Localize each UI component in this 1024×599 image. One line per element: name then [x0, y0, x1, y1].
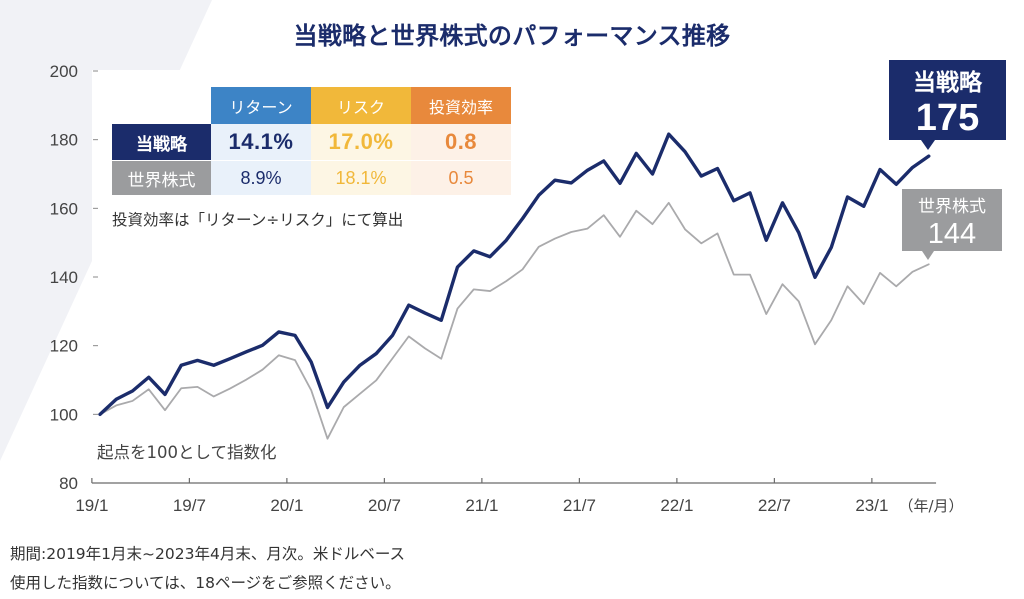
table-row-label-strategy: 当戦略	[112, 124, 211, 160]
y-tick-label: 180	[50, 131, 78, 150]
series-line-world-equity	[99, 201, 930, 440]
table-note: 投資効率は「リターン÷リスク」にて算出	[112, 211, 404, 229]
table-header-return: リターン	[211, 87, 311, 124]
table-cell-strategy-return: 14.1%	[211, 124, 311, 160]
callout-pointer-icon	[921, 140, 935, 150]
footnote-period: 期間:2019年1月末~2023年4月末、月次。米ドルベース	[10, 545, 406, 563]
callout-world-label: 世界株式	[918, 197, 986, 217]
footnote-index-reference: 使用した指数については、18ページをご参照ください。	[10, 574, 401, 592]
table-header-risk: リスク	[311, 87, 411, 124]
callout-strategy-value: 175	[915, 97, 980, 139]
table-corner-blank	[112, 87, 211, 124]
x-tick-label: 20/7	[368, 496, 401, 515]
callout-world-value: 144	[927, 218, 977, 250]
index-base-note: 起点を100として指数化	[97, 443, 277, 462]
table-row-label-world: 世界株式	[112, 160, 211, 195]
callout-strategy: 当戦略 175	[889, 60, 1006, 150]
x-tick-label: 22/1	[660, 496, 693, 515]
callout-strategy-label: 当戦略	[913, 70, 982, 96]
x-axis-unit-label: （年/月）	[898, 497, 963, 515]
y-tick-label: 200	[50, 62, 78, 81]
x-tick-label: 19/7	[173, 496, 206, 515]
callout-world: 世界株式 144	[902, 189, 1002, 260]
table-cell-world-risk: 18.1%	[311, 160, 411, 195]
metrics-table: リターン リスク 投資効率 当戦略 14.1% 17.0% 0.8 世界株式 8…	[112, 87, 511, 195]
x-tick-label: 22/7	[758, 496, 791, 515]
y-tick-label: 160	[50, 199, 78, 218]
table-header-efficiency: 投資効率	[411, 87, 511, 124]
table-cell-world-return: 8.9%	[211, 160, 311, 195]
x-tick-label: 21/7	[563, 496, 596, 515]
y-tick-label: 120	[50, 337, 78, 356]
x-tick-label: 23/1	[855, 496, 888, 515]
x-tick-label: 20/1	[270, 496, 303, 515]
y-tick-label: 140	[50, 268, 78, 287]
y-tick-label: 100	[50, 405, 78, 424]
y-tick-label: 80	[59, 474, 78, 493]
chart-title: 当戦略と世界株式のパフォーマンス推移	[293, 22, 731, 50]
table-cell-strategy-risk: 17.0%	[311, 124, 411, 160]
x-tick-label: 21/1	[465, 496, 498, 515]
callout-pointer-icon	[922, 251, 934, 260]
x-tick-label: 19/1	[75, 496, 108, 515]
table-cell-world-efficiency: 0.5	[411, 160, 511, 195]
table-cell-strategy-efficiency: 0.8	[411, 124, 511, 160]
series-line-strategy	[98, 132, 931, 417]
